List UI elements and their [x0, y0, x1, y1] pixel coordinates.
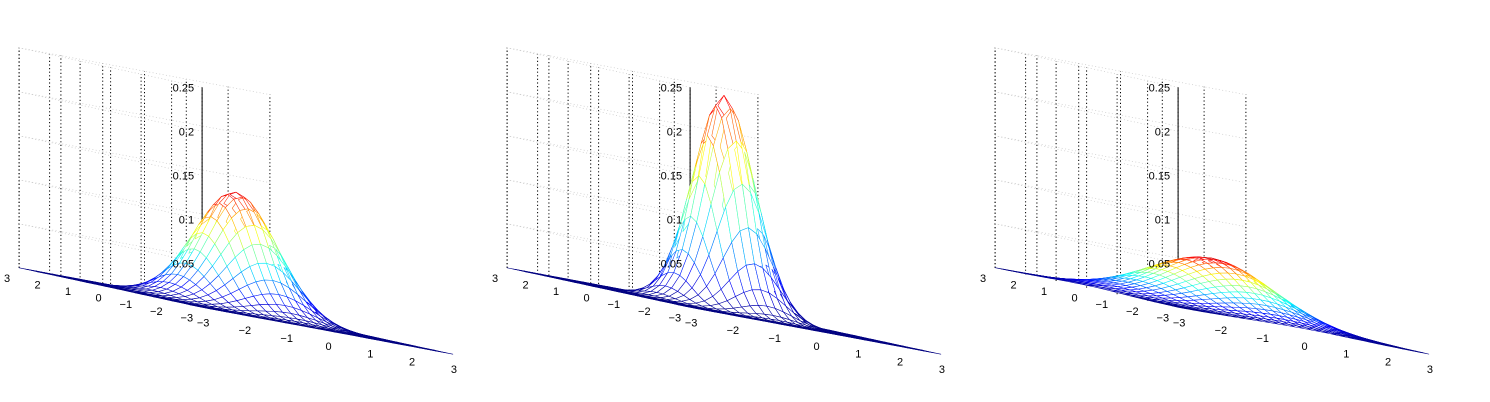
surface-mesh-cell — [438, 351, 454, 355]
z-tick-label: 0.05 — [173, 258, 194, 270]
x-tick-label: 1 — [855, 349, 861, 361]
y-tick-label: 1 — [553, 286, 559, 298]
grid-line-horizontal — [995, 179, 1246, 227]
x-tick-label: 0 — [1301, 341, 1307, 353]
tick-labels: 0.05 0.1 0.15 0.2 0.25 −3 −2 −1 0 1 2 3 −3 −2 −1 0 1 2 3 — [4, 82, 457, 376]
z-tick-label: 0.2 — [1155, 126, 1170, 138]
x-tick-label: −2 — [1215, 325, 1228, 337]
y-tick-label: 3 — [4, 273, 10, 285]
tick-labels: 0.05 0.1 0.15 0.2 0.25 −3 −2 −1 0 1 2 3 −3 −2 −1 0 1 2 3 — [492, 82, 945, 376]
y-tick-label: 0 — [583, 293, 589, 305]
surface-mesh-cell — [926, 351, 942, 355]
surface-mesh — [994, 256, 1430, 355]
axes-grid — [994, 47, 1247, 315]
y-tick-label: −3 — [181, 312, 194, 324]
x-tick-label: 3 — [1427, 364, 1433, 376]
grid-line-horizontal — [995, 91, 1246, 139]
y-tick-label: −2 — [1126, 306, 1139, 318]
x-tick-label: −3 — [1173, 317, 1186, 329]
y-tick-label: 2 — [1010, 279, 1016, 291]
y-tick-label: −1 — [608, 299, 621, 311]
x-tick-label: −2 — [239, 325, 252, 337]
grid-line-horizontal — [507, 91, 758, 139]
z-tick-label: 0.1 — [667, 214, 682, 226]
surface-plot-1-svg: 0.05 0.1 0.15 0.2 0.25 −3 −2 −1 0 1 2 3 −3 −2 −1 0 1 2 3 — [4, 47, 457, 376]
x-tick-label: 2 — [1385, 356, 1391, 368]
y-tick-label: 2 — [522, 279, 528, 291]
z-tick-label: 0.15 — [661, 170, 682, 182]
y-tick-label: 2 — [34, 279, 40, 291]
x-tick-label: −1 — [1256, 333, 1269, 345]
surface-plot-3: 0.05 0.1 0.15 0.2 0.25 −3 −2 −1 0 1 2 3 −3 −2 −1 0 1 2 3 — [976, 0, 1472, 402]
grid-line-horizontal — [19, 47, 270, 95]
y-tick-label: −2 — [150, 306, 163, 318]
x-tick-label: −3 — [685, 317, 698, 329]
z-tick-label: 0.05 — [661, 258, 682, 270]
z-tick-label: 0.25 — [1149, 82, 1170, 94]
surface-mesh-cell — [1414, 350, 1430, 355]
x-tick-label: 2 — [897, 356, 903, 368]
x-tick-label: −1 — [280, 333, 293, 345]
x-tick-label: −2 — [727, 325, 740, 337]
grid-line-horizontal — [507, 47, 758, 95]
surface-plot-1: 0.05 0.1 0.15 0.2 0.25 −3 −2 −1 0 1 2 3 −3 −2 −1 0 1 2 3 — [0, 0, 496, 402]
tick-labels: 0.05 0.1 0.15 0.2 0.25 −3 −2 −1 0 1 2 3 −3 −2 −1 0 1 2 3 — [980, 82, 1433, 376]
grid-line-horizontal — [995, 47, 1246, 95]
x-tick-label: 0 — [813, 341, 819, 353]
surface-mesh — [18, 191, 454, 355]
x-tick-label: 0 — [325, 341, 331, 353]
y-tick-label: 0 — [95, 293, 101, 305]
y-tick-label: −3 — [669, 312, 682, 324]
x-tick-label: 3 — [451, 364, 457, 376]
y-tick-label: −1 — [120, 299, 133, 311]
z-tick-label: 0.1 — [1155, 214, 1170, 226]
grid-line-horizontal — [507, 179, 758, 227]
z-tick-label: 0.05 — [1149, 258, 1170, 270]
x-tick-label: 1 — [1343, 349, 1349, 361]
y-tick-label: −2 — [638, 306, 651, 318]
surface-plot-2: 0.05 0.1 0.15 0.2 0.25 −3 −2 −1 0 1 2 3 −3 −2 −1 0 1 2 3 — [488, 0, 984, 402]
grid-line-horizontal — [19, 179, 270, 227]
y-tick-label: −3 — [1157, 312, 1170, 324]
grid-line-horizontal — [995, 135, 1246, 183]
y-tick-label: 3 — [980, 273, 986, 285]
grid-line-horizontal — [995, 223, 1246, 271]
x-tick-label: 2 — [409, 356, 415, 368]
z-tick-label: 0.25 — [661, 82, 682, 94]
z-tick-label: 0.2 — [667, 126, 682, 138]
surface-plot-2-svg: 0.05 0.1 0.15 0.2 0.25 −3 −2 −1 0 1 2 3 −3 −2 −1 0 1 2 3 — [492, 47, 945, 376]
surface-mesh — [506, 95, 942, 355]
surface-plot-3-svg: 0.05 0.1 0.15 0.2 0.25 −3 −2 −1 0 1 2 3 −3 −2 −1 0 1 2 3 — [980, 47, 1433, 376]
x-tick-label: −3 — [197, 317, 210, 329]
z-tick-label: 0.15 — [173, 170, 194, 182]
y-tick-label: 3 — [492, 273, 498, 285]
x-tick-label: 3 — [939, 364, 945, 376]
z-tick-label: 0.25 — [173, 82, 194, 94]
x-tick-label: −1 — [768, 333, 781, 345]
x-tick-label: 1 — [367, 349, 373, 361]
z-tick-label: 0.2 — [179, 126, 194, 138]
y-tick-label: 1 — [65, 286, 71, 298]
grid-line-horizontal — [507, 135, 758, 183]
z-tick-label: 0.1 — [179, 214, 194, 226]
y-tick-label: 0 — [1071, 293, 1077, 305]
z-tick-label: 0.15 — [1149, 170, 1170, 182]
grid-line-horizontal — [19, 135, 270, 183]
grid-line-horizontal — [19, 91, 270, 139]
y-tick-label: −1 — [1096, 299, 1109, 311]
y-tick-label: 1 — [1041, 286, 1047, 298]
